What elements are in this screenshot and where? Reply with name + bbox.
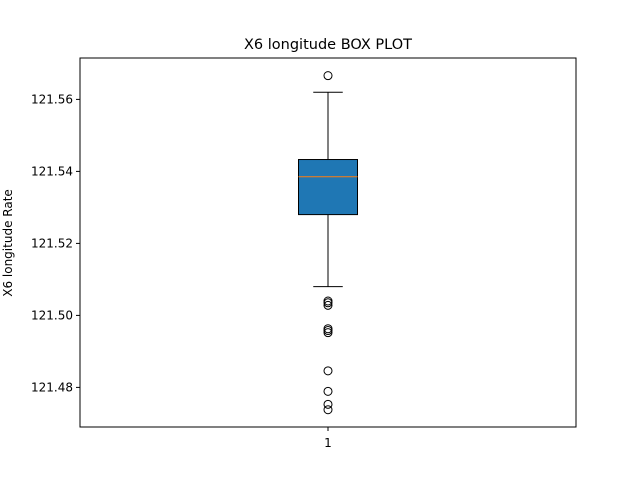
outlier-point	[323, 298, 333, 308]
y-tick-label: 121.48	[31, 380, 73, 394]
y-axis-label: X6 longitude Rate	[1, 189, 15, 297]
outlier-point	[323, 71, 333, 81]
outlier-point	[323, 399, 333, 409]
y-tick-label: 121.54	[31, 164, 73, 178]
y-axis-ticks: 121.48 121.50 121.52 121.54 121.56	[31, 92, 80, 394]
x-tick-label: 1	[324, 436, 332, 450]
y-tick-label: 121.52	[31, 236, 73, 250]
plot-marks	[298, 71, 358, 415]
outlier-point	[323, 366, 333, 376]
outlier-point	[323, 386, 333, 396]
x-axis-ticks: 1	[324, 427, 332, 450]
outlier-point	[323, 300, 333, 310]
y-tick-label: 121.50	[31, 308, 73, 322]
chart-title: X6 longitude BOX PLOT	[244, 37, 412, 53]
outlier-point	[323, 326, 333, 336]
plot-area-frame	[79, 57, 577, 428]
box-iqr	[298, 159, 358, 216]
outlier-point	[323, 328, 333, 338]
y-tick-label: 121.56	[31, 92, 73, 106]
outlier-point	[323, 405, 333, 415]
